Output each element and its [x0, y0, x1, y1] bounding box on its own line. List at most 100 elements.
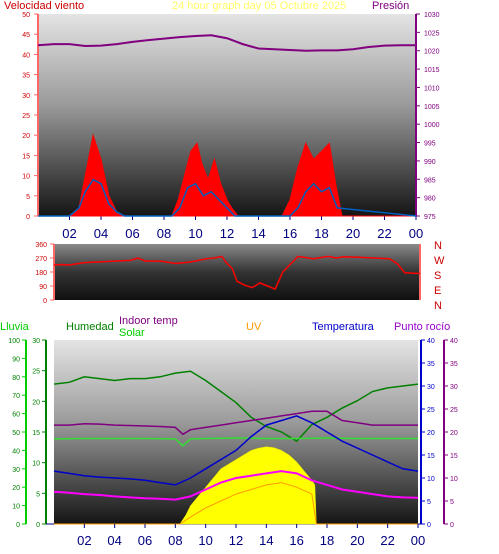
dewpoint-label: Punto rocío [394, 321, 450, 333]
direction-letter: N [434, 240, 442, 252]
hour-tick-label: 00 [411, 533, 425, 548]
rain-label: Lluvia [0, 321, 30, 333]
wind-tick-label: 25 [22, 113, 30, 120]
direction-tick-label: 0 [43, 298, 47, 305]
wind-tick-label: 15 [22, 153, 30, 160]
temperature-tick-label: 0 [427, 522, 431, 529]
hour-tick-label: 04 [94, 226, 108, 241]
temperature-tick-label: 10 [427, 476, 435, 483]
hour-tick-label: 18 [314, 226, 328, 241]
hour-tick-label: 14 [259, 533, 273, 548]
pressure-tick-label: 1005 [424, 104, 440, 111]
temperature-tick-label: 25 [427, 407, 435, 414]
wind-tick-label: 45 [22, 32, 30, 39]
direction-letter: S [434, 270, 441, 282]
pressure-tick-label: 1025 [424, 30, 440, 37]
chart-date-title: 24 hour graph day 05 Octubre 2025 [172, 0, 346, 12]
indoor-temp-line [54, 410, 418, 436]
hour-tick-label: 00 [409, 226, 423, 241]
dewpoint-tick-label: 10 [450, 476, 458, 483]
dewpoint-tick-label: 25 [450, 407, 458, 414]
pressure-label: Presión [372, 0, 409, 12]
hour-tick-label: 22 [377, 226, 391, 241]
hour-tick-label: 06 [125, 226, 139, 241]
dewpoint-tick-label: 5 [450, 499, 454, 506]
direction-tick-label: 180 [35, 270, 47, 277]
rain-tick-label: 60 [12, 412, 20, 419]
rain-tick-label: 20 [12, 485, 20, 492]
temperature-tick-label: 35 [427, 361, 435, 368]
hour-tick-label: 10 [198, 533, 212, 548]
pressure-tick-label: 990 [424, 159, 436, 166]
temperature-line [53, 415, 419, 486]
hour-tick-label: 02 [62, 226, 76, 241]
hour-tick-label: 18 [320, 533, 334, 548]
rain-tick-label: 10 [12, 504, 20, 511]
hour-tick-label: 04 [107, 533, 121, 548]
wind-tick-label: 10 [22, 174, 30, 181]
direction-tick-label: 270 [35, 256, 47, 263]
wind-speed-area [38, 133, 416, 217]
temperature-tick-label: 5 [427, 499, 431, 506]
direction-tick-label: 360 [35, 242, 47, 249]
interior-line [53, 437, 418, 447]
direction-tick-label: 90 [39, 284, 47, 291]
humidity-tick-label: 30 [32, 338, 40, 345]
wind-direction-panel [54, 244, 420, 300]
dewpoint-tick-label: 20 [450, 430, 458, 437]
hour-tick-label: 08 [168, 533, 182, 548]
temperature-tick-label: 15 [427, 453, 435, 460]
humidity-tick-label: 20 [32, 399, 40, 406]
rain-tick-label: 90 [12, 356, 20, 363]
dewpoint-tick-label: 15 [450, 453, 458, 460]
rain-tick-label: 80 [12, 375, 20, 382]
hour-tick-label: 10 [188, 226, 202, 241]
temperature-tick-label: 20 [427, 430, 435, 437]
rain-tick-label: 0 [16, 522, 20, 529]
dewpoint-tick-label: 35 [450, 361, 458, 368]
hour-tick-label: 22 [380, 533, 394, 548]
wind-tick-label: 40 [22, 52, 30, 59]
hour-tick-label: 16 [289, 533, 303, 548]
humidity-tick-label: 25 [32, 369, 40, 376]
wind-gust-line [38, 178, 417, 217]
dewpoint-tick-label: 0 [450, 522, 454, 529]
hour-tick-label: 02 [77, 533, 91, 548]
wind-tick-label: 35 [22, 73, 30, 80]
direction-letter: E [434, 285, 441, 297]
hour-tick-label: 12 [229, 533, 243, 548]
pressure-line [37, 34, 416, 52]
uv-line [54, 482, 418, 525]
pressure-tick-label: 1015 [424, 67, 440, 74]
rain-tick-label: 40 [12, 448, 20, 455]
hour-tick-label: 14 [251, 226, 265, 241]
humidity-line [53, 370, 419, 443]
hour-tick-label: 06 [138, 533, 152, 548]
wind-tick-label: 0 [26, 214, 30, 221]
humidity-tick-label: 5 [36, 491, 40, 498]
wind-tick-label: 5 [26, 194, 30, 201]
humidity-tick-label: 10 [32, 461, 40, 468]
wind-tick-label: 50 [22, 12, 30, 19]
wind-tick-label: 30 [22, 93, 30, 100]
hour-tick-label: 08 [157, 226, 171, 241]
pressure-tick-label: 985 [424, 177, 436, 184]
pressure-tick-label: 1020 [424, 49, 440, 56]
temperature-label: Temperatura [312, 321, 375, 333]
temperature-tick-label: 40 [427, 338, 435, 345]
hour-tick-label: 12 [220, 226, 234, 241]
dewpoint-line [53, 470, 419, 501]
rain-tick-label: 100 [8, 338, 20, 345]
indoor-temp-label: Indoor temp [119, 315, 178, 327]
humidity-tick-label: 15 [32, 430, 40, 437]
pressure-tick-label: 995 [424, 141, 436, 148]
humidity-label: Humedad [66, 321, 114, 333]
dewpoint-tick-label: 40 [450, 338, 458, 345]
rain-tick-label: 70 [12, 393, 20, 400]
wind-tick-label: 20 [22, 133, 30, 140]
pressure-tick-label: 980 [424, 196, 436, 203]
pressure-tick-label: 1030 [424, 12, 440, 19]
dewpoint-tick-label: 30 [450, 384, 458, 391]
